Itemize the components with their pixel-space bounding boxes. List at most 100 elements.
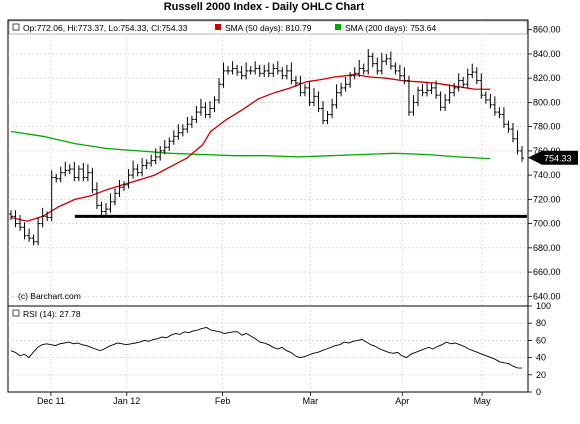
price-tick-label: 640.00 bbox=[533, 291, 561, 301]
ohlc-bar bbox=[501, 107, 506, 128]
rsi-tick-label: 100 bbox=[536, 301, 551, 311]
ohlc-bar bbox=[76, 165, 81, 182]
price-tick-label: 860.00 bbox=[533, 25, 561, 35]
rsi-legend-text: RSI (14): 27.78 bbox=[23, 309, 81, 319]
ohlc-bar bbox=[438, 91, 443, 111]
ohlc-bar bbox=[207, 101, 212, 119]
rsi-axis: 0 20 40 60 80 100 bbox=[528, 301, 551, 397]
ohlc-bar bbox=[348, 72, 353, 88]
ohlc-bar bbox=[325, 110, 330, 125]
ohlc-bar bbox=[311, 87, 316, 107]
ohlc-bar bbox=[393, 62, 398, 75]
ohlc-bar bbox=[483, 91, 488, 104]
ohlc-bar bbox=[45, 211, 50, 222]
ohlc-bar bbox=[67, 164, 72, 174]
price-legend: Op:772.06, Hi:773.37, Lo:754.33, Cl:754.… bbox=[8, 20, 528, 35]
ohlc-bar bbox=[321, 101, 326, 125]
ohlc-bar bbox=[343, 76, 348, 92]
ohlc-bar bbox=[248, 66, 253, 75]
price-tick-label: 780.00 bbox=[533, 122, 561, 132]
ohlc-bar bbox=[266, 62, 271, 77]
ohlc-bar bbox=[221, 62, 226, 88]
rsi-tick-label: 0 bbox=[536, 387, 541, 397]
legend-sma200-text: SMA (200 days): 753.64 bbox=[345, 23, 436, 33]
ohlc-bar bbox=[379, 52, 384, 75]
ohlc-bar bbox=[176, 124, 181, 140]
ohlc-bar bbox=[27, 228, 32, 242]
ohlc-bar bbox=[415, 86, 420, 107]
ohlc-bar bbox=[307, 81, 312, 107]
ohlc-bar bbox=[293, 75, 298, 87]
ohlc-bar bbox=[461, 76, 466, 88]
legend-sma50-text: SMA (50 days): 810.79 bbox=[225, 23, 312, 33]
ohlc-bar bbox=[406, 75, 411, 116]
ohlc-bar bbox=[447, 84, 452, 104]
ohlc-bar bbox=[465, 68, 470, 88]
ohlc-bar bbox=[198, 98, 203, 116]
ohlc-bar bbox=[49, 170, 54, 222]
ohlc-bar bbox=[36, 217, 41, 246]
ohlc-bar bbox=[18, 215, 23, 231]
x-tick-label: Feb bbox=[215, 396, 231, 406]
ohlc-bar bbox=[40, 207, 45, 228]
price-tick-label: 720.00 bbox=[533, 194, 561, 204]
ohlc-bar bbox=[357, 59, 362, 77]
legend-sma200-swatch bbox=[335, 24, 341, 30]
ohlc-bar bbox=[122, 181, 127, 191]
x-axis: Dec 11 Jan 12 Feb Mar Apr May bbox=[37, 392, 491, 406]
ohlc-bar bbox=[361, 63, 366, 75]
ohlc-bar bbox=[13, 210, 18, 228]
ohlc-bar bbox=[72, 161, 77, 182]
ohlc-bar bbox=[185, 116, 190, 133]
ohlc-bar bbox=[140, 158, 145, 177]
price-tick-label: 660.00 bbox=[533, 267, 561, 277]
ohlc-bar bbox=[31, 234, 36, 246]
ohlc-bar bbox=[474, 67, 479, 85]
x-tick-label: Apr bbox=[395, 396, 409, 406]
legend-ohlc-text: Op:772.06, Hi:773.37, Lo:754.33, Cl:754.… bbox=[23, 23, 188, 33]
rsi-line-layer bbox=[10, 327, 523, 369]
credit-text: (c) Barchart.com bbox=[18, 291, 81, 301]
price-tick-label: 680.00 bbox=[533, 243, 561, 253]
ohlc-bar bbox=[452, 83, 457, 97]
ohlc-bar bbox=[388, 51, 393, 70]
x-tick-label: Mar bbox=[303, 396, 319, 406]
price-tick-label: 700.00 bbox=[533, 219, 561, 229]
ohlc-bar bbox=[352, 67, 357, 80]
ohlc-bar bbox=[171, 130, 176, 145]
legend-background bbox=[8, 20, 528, 35]
price-panel: 640.00660.00680.00700.00720.00740.00760.… bbox=[7, 19, 578, 307]
legend-sma50-swatch bbox=[215, 24, 221, 30]
ohlc-bar bbox=[289, 62, 294, 85]
rsi-tick-label: 60 bbox=[536, 335, 546, 345]
rsi-tick-label: 80 bbox=[536, 318, 546, 328]
ohlc-bar bbox=[113, 188, 118, 206]
ohlc-bar bbox=[271, 63, 276, 77]
ohlc-bar bbox=[425, 81, 430, 97]
ohlc-bar bbox=[253, 61, 258, 75]
price-marker-shape bbox=[528, 150, 578, 165]
ohlc-bar bbox=[506, 120, 511, 133]
price-marker-text: 754.33 bbox=[544, 153, 572, 163]
ohlc-bar bbox=[244, 62, 249, 80]
ohlc-bar bbox=[217, 78, 222, 104]
price-tick-label: 740.00 bbox=[533, 170, 561, 180]
sma-200-layer bbox=[10, 130, 491, 160]
price-axis: 640.00660.00680.00700.00720.00740.00760.… bbox=[528, 25, 561, 301]
ohlc-bar bbox=[9, 210, 13, 220]
ohlc-bar bbox=[194, 106, 199, 124]
x-tick-label: Jan 12 bbox=[113, 396, 140, 406]
ohlc-bar bbox=[257, 64, 262, 77]
ohlc-bar bbox=[239, 66, 244, 80]
ohlc-bar bbox=[470, 63, 475, 79]
ohlc-bar bbox=[180, 124, 185, 137]
rsi-tick-label: 20 bbox=[536, 370, 546, 380]
ohlc-bar bbox=[117, 179, 122, 197]
ohlc-bar bbox=[81, 163, 86, 182]
ohlc-bar bbox=[298, 75, 303, 97]
ohlc-bar bbox=[420, 84, 425, 97]
legend-ohlc-swatch bbox=[12, 23, 20, 31]
ohlc-bar bbox=[492, 96, 497, 116]
ohlc-bar bbox=[94, 182, 99, 210]
